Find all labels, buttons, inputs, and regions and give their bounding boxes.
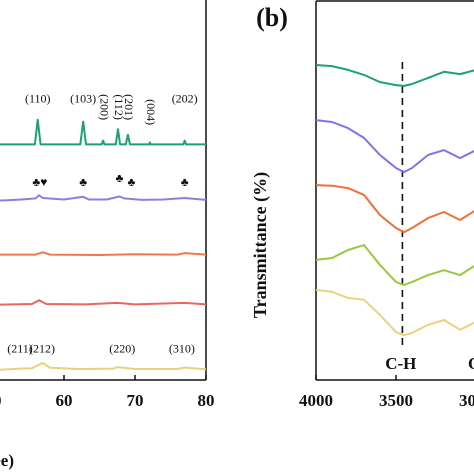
series-line	[0, 361, 207, 371]
annotation: ♣♥	[32, 175, 47, 189]
x-tick-label: 3500	[379, 391, 413, 410]
annotation: ♣	[128, 175, 136, 189]
annotation: (310)	[169, 342, 195, 356]
series-line	[0, 194, 207, 202]
annotation: (004)	[144, 99, 158, 125]
annotation: (110)	[25, 92, 51, 106]
x-tick-label: 4000	[299, 391, 333, 410]
annotation: O-H	[468, 354, 474, 373]
annotation: (211)	[7, 342, 33, 356]
x-tick-label: 60	[56, 391, 73, 410]
series-line	[315, 119, 474, 174]
x-tick-label: 80	[198, 391, 215, 410]
annotation: (212)	[29, 342, 55, 356]
annotation: ♣	[181, 175, 189, 189]
x-tick-label: 70	[127, 391, 144, 410]
series-line	[0, 299, 207, 306]
series-line	[315, 184, 474, 234]
annotation: (103)	[70, 92, 96, 106]
series-line	[0, 118, 206, 146]
panel-title: (b)	[256, 3, 288, 32]
annotation: C-H	[385, 354, 416, 373]
x-tick-label: 50	[0, 391, 2, 410]
annotation: (112)	[112, 94, 126, 120]
annotation: ♣	[79, 175, 87, 189]
annotation: ♣	[115, 171, 123, 185]
x-tick-label: 3000	[459, 391, 474, 410]
annotation: (220)	[109, 342, 135, 356]
x-axis-label: 2θ (degree)	[0, 451, 14, 470]
annotation: (202)	[172, 92, 198, 106]
annotation: (201)	[122, 94, 136, 120]
y-axis-label: Transmittance (%)	[250, 172, 271, 318]
series-line	[315, 244, 474, 286]
annotation: (200)	[97, 94, 111, 120]
series-line	[315, 288, 474, 337]
series-line	[0, 251, 207, 256]
series-line	[315, 64, 474, 87]
